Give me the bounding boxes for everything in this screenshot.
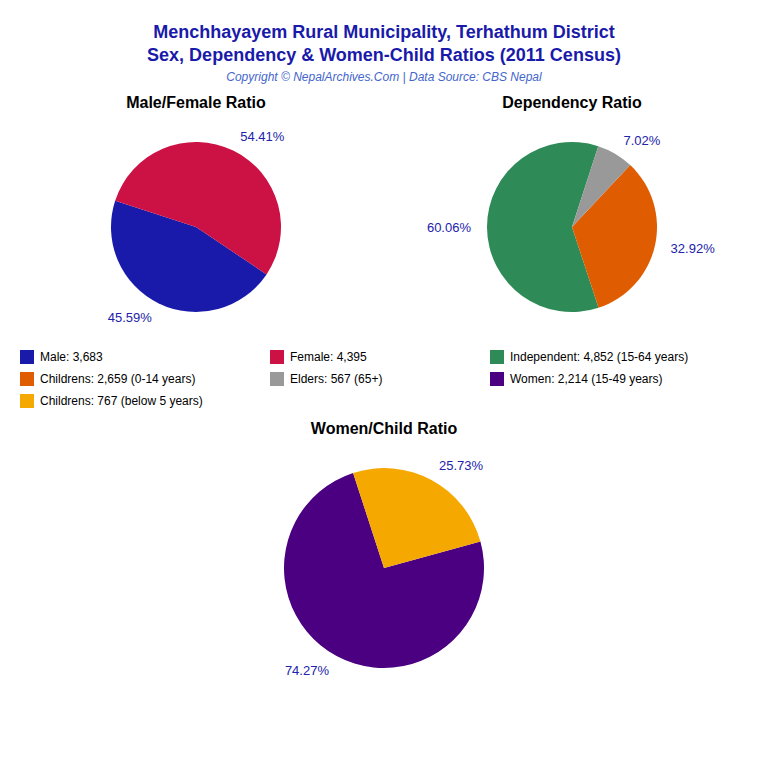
html-text:Menchhayayem Rural Municipalit: Menchhayayem Rural Municipality, Terhath… xyxy=(153,22,615,42)
svg-text:32.92%: 32.92% xyxy=(671,241,716,256)
svg-text:60.06%: 60.06% xyxy=(427,220,472,235)
html-text:Male/Female Ratio: Male/Female Ratio xyxy=(126,94,266,111)
svg-text:74.27%: 74.27% xyxy=(285,663,330,678)
html-text:Women/Child Ratio: Women/Child Ratio xyxy=(310,420,458,437)
html-text:Copyright © NepalArchives.Com: Copyright © NepalArchives.Com | Data Sou… xyxy=(226,70,542,84)
html-text:Sex, Dependency & Women-Child: Sex, Dependency & Women-Child Ratios (20… xyxy=(147,45,621,65)
html-text:Childrens: 2,659 (0-14 years): Childrens: 2,659 (0-14 years) xyxy=(40,372,196,386)
html-text:Dependency Ratio: Dependency Ratio xyxy=(502,94,642,111)
html-text:Female: 4,395: Female: 4,395 xyxy=(290,350,367,364)
html-text:Independent: 4,852 (15-64 year: Independent: 4,852 (15-64 years) xyxy=(510,350,689,364)
svg-text:54.41%: 54.41% xyxy=(240,129,285,144)
html-text:Women: 2,214 (15-49 years): Women: 2,214 (15-49 years) xyxy=(510,372,663,386)
svg-text:7.02%: 7.02% xyxy=(623,133,660,148)
html-text:Childrens: 767 (below 5 years): Childrens: 767 (below 5 years) xyxy=(40,394,203,408)
svg-text:25.73%: 25.73% xyxy=(439,458,484,473)
html-text:Male: 3,683: Male: 3,683 xyxy=(40,350,103,364)
html-text:Elders: 567 (65+): Elders: 567 (65+) xyxy=(290,372,383,386)
svg-text:45.59%: 45.59% xyxy=(108,310,153,325)
